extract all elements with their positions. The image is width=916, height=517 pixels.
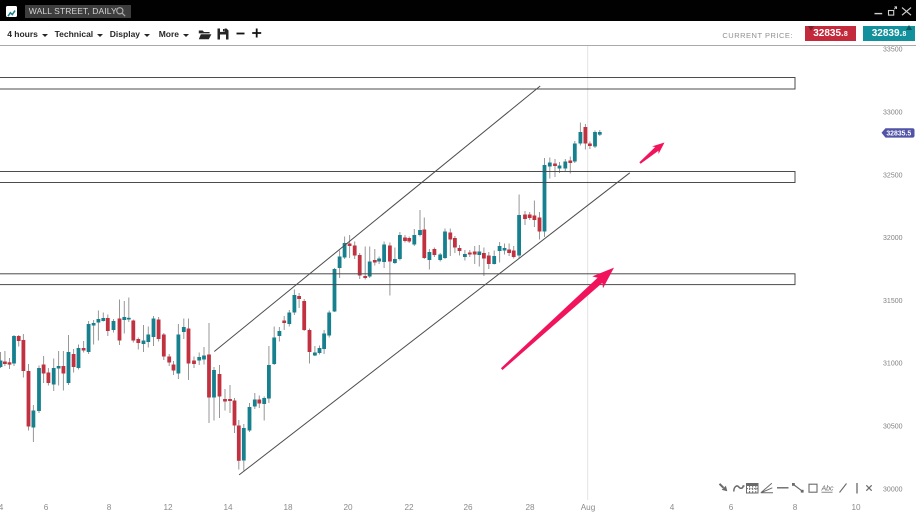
svg-text:4: 4 [670,503,675,512]
svg-text:12: 12 [163,503,173,512]
svg-text:Aug: Aug [581,503,596,512]
svg-text:26: 26 [463,503,473,512]
svg-text:8: 8 [793,503,798,512]
svg-text:10: 10 [851,503,861,512]
svg-text:18: 18 [283,503,293,512]
svg-text:22: 22 [404,503,414,512]
svg-text:30000: 30000 [883,486,903,493]
svg-text:32835.5: 32835.5 [886,131,911,138]
svg-text:6: 6 [729,503,734,512]
svg-text:31000: 31000 [883,361,903,368]
svg-text:33000: 33000 [883,110,903,117]
svg-text:Abc: Abc [821,485,835,492]
svg-text:31500: 31500 [883,298,903,305]
svg-text:32000: 32000 [883,235,903,242]
svg-text:33500: 33500 [883,47,903,54]
svg-text:14: 14 [223,503,233,512]
svg-text:32500: 32500 [883,172,903,179]
svg-text:8: 8 [107,503,112,512]
svg-text:28: 28 [525,503,535,512]
svg-text:6: 6 [44,503,49,512]
svg-text:4: 4 [0,503,4,512]
svg-text:20: 20 [343,503,353,512]
svg-text:30500: 30500 [883,424,903,431]
